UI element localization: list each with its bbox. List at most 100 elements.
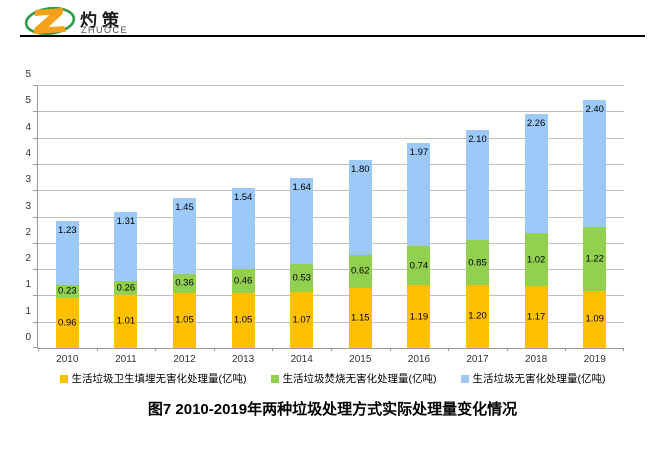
chart-title: 图7 2010-2019年两种垃圾处理方式实际处理量变化情况 <box>147 401 518 418</box>
bar-value-label: 0.23 <box>58 285 77 297</box>
brand-name-english: ZHUOCE <box>81 25 128 35</box>
bar-segment: 1.02 <box>524 232 548 287</box>
x-axis-tick <box>214 348 215 351</box>
y-axis-tick <box>33 216 38 218</box>
bar-segment: 1.01 <box>114 294 138 348</box>
grid-line <box>38 321 624 323</box>
x-axis-category-label: 2011 <box>115 354 137 365</box>
bar-segment: 0.23 <box>55 285 79 298</box>
bar-value-label: 0.53 <box>292 272 311 284</box>
grid-line <box>38 269 624 271</box>
legend-swatch <box>270 374 279 383</box>
bar-segment: 0.26 <box>114 281 138 295</box>
y-axis-tick <box>33 269 38 271</box>
x-axis-category-label: 2010 <box>56 354 79 365</box>
y-axis-tick <box>33 242 38 244</box>
grid-line <box>38 163 624 165</box>
bar-value-label: 0.36 <box>175 277 194 289</box>
x-axis-tick <box>448 348 449 351</box>
bar-segment: 1.05 <box>173 292 196 348</box>
y-axis-tick-label: 1 <box>25 305 31 317</box>
bar-value-label: 0.26 <box>116 282 136 294</box>
bar-segment: 1.05 <box>231 292 255 348</box>
y-axis-tick-label: 4 <box>25 121 31 133</box>
y-axis-tick-label: 2 <box>25 226 31 238</box>
y-axis-tick-label: 2 <box>25 253 31 265</box>
bar-segment: 0.36 <box>173 273 196 293</box>
x-axis-category-label: 2019 <box>583 354 606 365</box>
legend-swatch <box>460 374 469 383</box>
x-axis-category-label: 2012 <box>173 354 196 365</box>
y-axis-tick <box>33 111 38 113</box>
bar-value-label: 1.20 <box>468 310 487 322</box>
bar-segment: 1.20 <box>466 284 489 348</box>
bar-value-label: 0.46 <box>233 275 253 287</box>
y-axis-tick-label: 4 <box>25 147 31 159</box>
bar-segment: 0.85 <box>466 240 489 285</box>
grid-line <box>38 190 624 192</box>
bar-segment: 1.17 <box>524 286 548 348</box>
y-axis-tick <box>33 137 38 139</box>
bar-segment: 1.64 <box>290 177 314 264</box>
bar-value-label: 1.07 <box>292 314 311 326</box>
x-axis-category-label: 2017 <box>466 354 489 365</box>
bar-segment: 0.74 <box>407 246 431 286</box>
y-axis-tick-label: 3 <box>25 174 31 186</box>
bar-value-label: 1.31 <box>116 216 136 228</box>
bar-value-label: 1.02 <box>526 254 546 266</box>
bar-segment: 1.22 <box>583 226 607 291</box>
bar-value-label: 1.09 <box>585 313 604 325</box>
bar-segment: 1.07 <box>290 291 314 348</box>
bar-segment: 0.62 <box>348 254 372 288</box>
bar-value-label: 2.10 <box>468 133 487 145</box>
bar-segment: 0.53 <box>290 263 314 292</box>
x-axis-tick <box>155 348 156 351</box>
bar-value-label: 1.23 <box>58 224 77 236</box>
chart-legend: 生活垃圾卫生填埋无害化处理量(亿吨) 生活垃圾焚烧无害化处理量(亿吨) 生活垃圾无害… <box>0 371 665 386</box>
bar-value-label: 0.62 <box>351 265 370 277</box>
y-axis-tick-label: 3 <box>25 200 31 212</box>
bar-value-label: 2.26 <box>526 117 546 129</box>
bar-segment: 1.15 <box>348 287 372 348</box>
bar-2012: 1.05 0.36 1.45 <box>173 197 196 348</box>
bar-value-label: 1.80 <box>351 164 370 176</box>
y-axis-tick <box>33 321 38 323</box>
bar-2016: 1.19 0.74 1.97 <box>407 142 431 348</box>
zhuoce-logo: 灼策 ZHUOCE <box>24 3 174 37</box>
grid-line <box>38 242 624 244</box>
y-axis-tick-label: 0 <box>25 332 31 343</box>
x-axis-tick <box>390 348 391 351</box>
header-divider <box>20 35 645 37</box>
grid-line <box>38 137 624 139</box>
bar-2014: 1.07 0.53 1.64 <box>290 177 314 348</box>
bar-value-label: 0.74 <box>409 260 429 272</box>
bar-value-label: 0.96 <box>58 317 77 329</box>
zhuoce-logo-icon <box>24 6 76 36</box>
bar-segment: 1.80 <box>348 160 372 255</box>
legend-item: 生活垃圾卫生填埋无害化处理量(亿吨) <box>59 371 247 386</box>
y-axis-tick <box>33 163 38 165</box>
x-axis-category-label: 2016 <box>407 354 431 365</box>
bar-2018: 1.17 1.02 2.26 <box>524 113 548 348</box>
bar-2019: 1.09 1.22 2.40 <box>583 100 607 348</box>
bar-segment: 1.54 <box>231 187 255 269</box>
y-axis-tick <box>33 85 38 86</box>
stacked-bar-chart-plot-area: 0 1 1 2 2 3 3 4 4 5 5 0.96 0.23 1.23 2010 1.01 0.26 1.31 2… <box>25 69 624 365</box>
x-axis-tick <box>623 348 624 351</box>
x-axis-tick <box>97 348 98 351</box>
legend-swatch <box>59 374 68 383</box>
bar-segment: 0.96 <box>55 297 79 348</box>
bar-segment: 1.31 <box>114 212 138 282</box>
bar-value-label: 1.05 <box>233 314 253 326</box>
bar-value-label: 1.22 <box>585 253 604 265</box>
y-axis-tick <box>33 190 38 192</box>
legend-label: 生活垃圾无害化处理量(亿吨) <box>472 373 606 385</box>
x-axis-category-label: 2015 <box>349 354 372 365</box>
bar-value-label: 1.54 <box>233 191 253 203</box>
x-axis-category-label: 2014 <box>290 354 313 365</box>
x-axis-category-label: 2018 <box>524 354 548 365</box>
y-axis-tick-label: 1 <box>25 279 31 291</box>
legend-item: 生活垃圾无害化处理量(亿吨) <box>460 371 606 386</box>
bar-segment: 1.97 <box>407 142 431 247</box>
